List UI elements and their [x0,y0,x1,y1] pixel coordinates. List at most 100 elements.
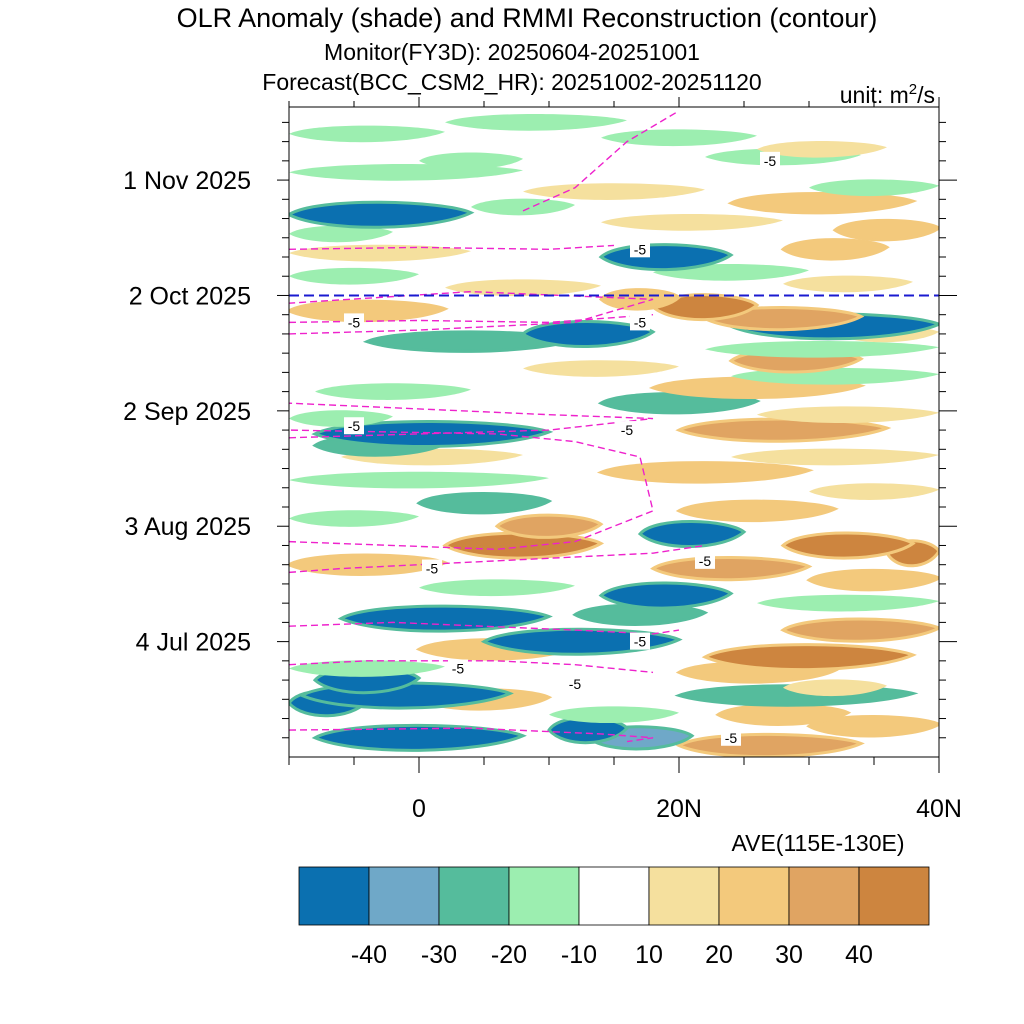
olr-anomaly-band [597,391,761,415]
colorbar-swatch [648,866,720,926]
unit-label-tail: /s [917,82,935,108]
contour-label-box [344,313,364,331]
olr-anomaly-band [757,140,887,158]
rmmi-contour-line [289,429,654,551]
olr-anomaly-band [442,531,605,560]
olr-anomaly-band [419,152,523,170]
olr-anomaly-band [419,579,575,597]
colorbar-swatch [368,866,440,926]
rmmi-contour-line [289,727,654,743]
y-tick-label: 2 Sep 2025 [123,398,251,426]
contour-label: -5 [634,314,647,330]
olr-anomaly-band [471,198,575,216]
colorbar-swatch [298,866,370,926]
olr-anomaly-band [806,568,939,592]
olr-anomaly-band [637,520,747,549]
colorbar-swatch [508,866,580,926]
contour-label: -5 [634,241,647,257]
olr-anomaly-band [601,214,783,231]
colorbar-label: 20 [705,941,733,969]
olr-anomaly-band [731,448,939,466]
olr-anomaly-band [289,200,475,229]
rmmi-contour-line [289,544,706,574]
olr-anomaly-band [806,715,939,738]
contour-label-box [565,674,585,692]
x-axis-label: AVE(115E-130E) [731,830,904,856]
y-tick-label: 3 Aug 2025 [124,513,251,541]
olr-anomaly-band [289,125,445,143]
olr-anomaly-band [701,643,917,672]
olr-anomaly-band [445,114,627,131]
olr-anomaly-band [675,499,839,523]
contour-label-box [760,151,780,169]
y-tick-label: 4 Jul 2025 [136,629,251,657]
colorbar-label: 40 [845,941,873,969]
olr-anomaly-band [289,471,549,489]
contour-label-box [344,417,364,435]
contour-label: -5 [348,418,361,434]
contour-label-box [695,551,715,569]
rmmi-contour-line [522,110,680,212]
colorbar: -40 -30 -20 -10 10 20 30 40 [298,866,930,969]
olr-anomaly-band [715,703,852,726]
y-tick-label: 1 Nov 2025 [123,167,251,195]
contour-label-box [617,421,637,439]
plot-area: -5 -5 -5 -5 -5 -5 -5 -5 -5 -5 -5 -5 4 Jul 2025 3 Aug… [123,97,962,823]
contour-label-box [630,632,650,650]
contour-label: -5 [452,661,465,677]
contour-label: -5 [348,314,361,330]
contour-label-box [721,728,741,746]
olr-anomaly-band [809,179,939,197]
olr-anomaly-band [832,218,939,242]
x-tick-label: 40N [916,795,962,823]
colorbar-label: 10 [635,941,663,969]
chart-subtitle-monitor: Monitor(FY3D): 20250604-20251001 [324,39,700,65]
olr-anomaly-band [780,617,939,643]
olr-anomaly-band [780,238,890,261]
olr-anomaly-band [598,581,734,610]
olr-anomaly-band [650,556,813,582]
contour-label-box [630,240,650,258]
axis-ticks: 4 Jul 2025 3 Aug 2025 2 Sep 2025 2 Oct 2025… [123,97,962,823]
rmmi-contour-line [289,621,680,635]
colorbar-label: -40 [351,941,387,969]
olr-anomaly-band [289,267,419,285]
contour-label: -5 [699,553,712,569]
olr-anomaly-band [289,660,445,677]
colorbar-label: -30 [421,941,457,969]
chart-title: OLR Anomaly (shade) and RMMI Reconstruct… [177,3,878,33]
olr-anomaly-band [315,383,471,400]
olr-anomaly-band [289,510,419,527]
olr-anomaly-band [780,531,916,560]
olr-anomaly-band [601,129,757,147]
contour-label: -5 [621,422,634,438]
colorbar-label: -20 [491,941,527,969]
olr-anomaly-band [523,183,705,200]
olr-anomaly-band [289,225,393,243]
colorbar-swatch [788,866,860,926]
rmmi-contour-line [289,244,615,251]
unit-label-sup: 2 [909,81,917,98]
rmmi-contour-line [289,313,654,324]
unit-label: unit: m2/s [840,81,935,108]
contour-label-box [630,313,650,331]
colorbar-swatch [718,866,790,926]
olr-anomaly-band [549,706,679,724]
olr-anomaly-band [289,299,449,323]
olr-anomaly-band [416,491,553,515]
contour-label-box [422,559,442,577]
contour-label: -5 [634,634,647,650]
olr-anomaly-band [675,417,892,443]
rmmi-contours: -5 -5 -5 -5 -5 -5 -5 -5 -5 -5 -5 -5 [289,110,780,746]
olr-anomaly-band [494,513,604,539]
colorbar-label: -10 [561,941,597,969]
rmmi-contour-line [289,660,654,674]
olr-anomaly-band [757,594,939,612]
contour-label: -5 [426,561,439,577]
chart-subtitle-forecast: Forecast(BCC_CSM2_HR): 20251002-20251120 [262,69,761,95]
x-tick-label: 0 [412,795,426,823]
colorbar-swatch [438,866,510,926]
olr-anomaly-band [337,604,553,633]
contour-label: -5 [764,153,777,169]
